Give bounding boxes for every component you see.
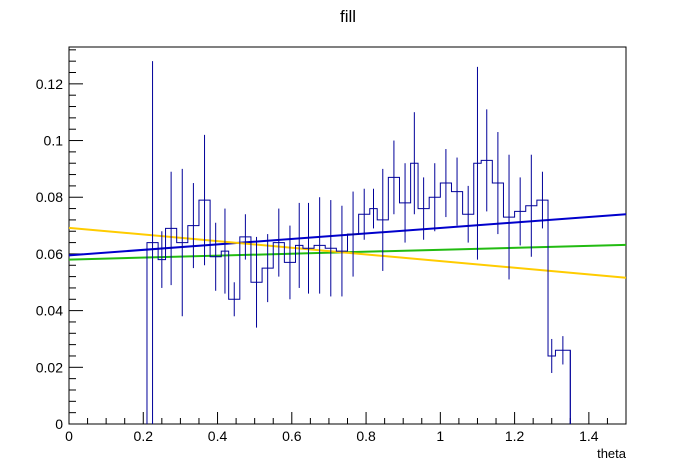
x-tick-label: 0.4	[208, 428, 228, 444]
y-tick-label: 0.12	[36, 76, 63, 92]
x-tick-label: 0.6	[282, 428, 302, 444]
x-axis-title: theta	[597, 446, 627, 461]
y-tick-label: 0.04	[36, 303, 63, 319]
x-tick-label: 1.4	[579, 428, 599, 444]
y-tick-label: 0	[55, 416, 63, 432]
y-tick-label: 0.02	[36, 359, 63, 375]
x-tick-label: 1	[436, 428, 444, 444]
x-tick-label: 0.2	[134, 428, 154, 444]
x-tick-label: 1.2	[505, 428, 525, 444]
y-axis: 0 0.02 0.04 0.06 0.08 0.1 0.12	[36, 49, 83, 432]
histogram	[146, 61, 571, 424]
y-tick-label: 0.06	[36, 246, 63, 262]
x-axis: 0 0.2 0.4 0.6 0.8 1 1.2 1.4	[65, 412, 627, 444]
y-tick-label: 0.1	[44, 133, 64, 149]
x-tick-label: 0.8	[356, 428, 376, 444]
x-tick-label: 0	[65, 428, 73, 444]
chart-title: fill	[340, 7, 356, 26]
y-tick-label: 0.08	[36, 189, 63, 205]
